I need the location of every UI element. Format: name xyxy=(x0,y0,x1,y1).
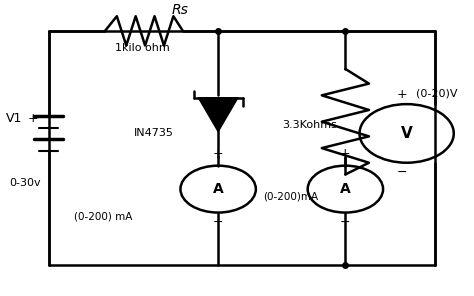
Text: (0-200)mA: (0-200)mA xyxy=(263,192,318,202)
Text: +: + xyxy=(397,88,407,101)
Text: V1: V1 xyxy=(6,112,22,125)
Text: +: + xyxy=(27,112,38,125)
Polygon shape xyxy=(199,98,237,131)
Text: −: − xyxy=(213,215,223,229)
Text: 3.3Kohms: 3.3Kohms xyxy=(282,120,337,130)
Text: 0-30v: 0-30v xyxy=(9,178,41,188)
Text: V: V xyxy=(401,126,412,141)
Text: −: − xyxy=(340,215,351,229)
Text: +: + xyxy=(213,147,223,160)
Text: −: − xyxy=(397,166,407,179)
Text: 1kilo ohm: 1kilo ohm xyxy=(115,44,170,54)
Text: (0-200) mA: (0-200) mA xyxy=(73,212,132,222)
Text: IN4735: IN4735 xyxy=(134,128,173,139)
Text: A: A xyxy=(340,182,351,196)
Text: +: + xyxy=(340,147,351,160)
Text: A: A xyxy=(213,182,224,196)
Text: Rs: Rs xyxy=(172,3,189,17)
Text: (0-20)V: (0-20)V xyxy=(416,89,457,99)
